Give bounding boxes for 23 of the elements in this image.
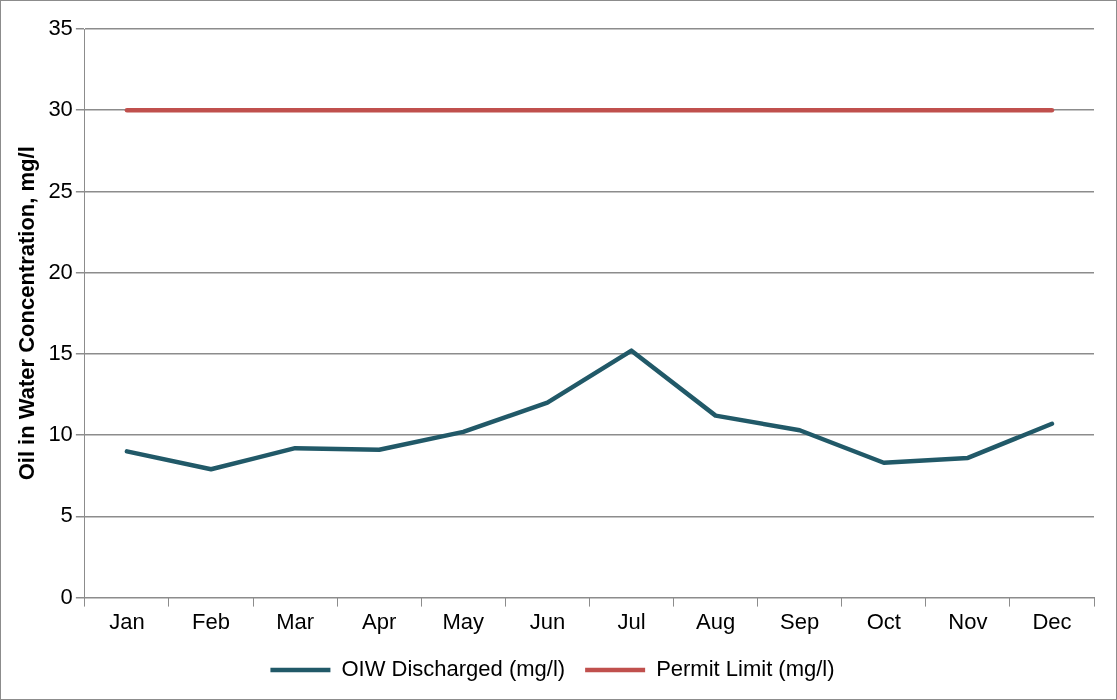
x-tick-label: Aug xyxy=(696,608,736,634)
x-tick-label: Jan xyxy=(109,608,145,634)
y-axis-title: Oil in Water Concentration, mg/l xyxy=(14,146,40,481)
x-tick-label: Feb xyxy=(192,608,230,634)
y-tick-label: 5 xyxy=(60,502,73,528)
y-tick-label: 35 xyxy=(48,15,73,41)
x-tick-label: Apr xyxy=(362,608,397,634)
y-tick-label: 10 xyxy=(48,421,73,447)
legend-label: Permit Limit (mg/l) xyxy=(656,656,835,682)
legend-label: OIW Discharged (mg/l) xyxy=(341,656,566,682)
x-tick-label: Dec xyxy=(1032,608,1072,634)
y-tick-label: 20 xyxy=(48,258,73,284)
y-tick-label: 30 xyxy=(48,96,73,122)
y-tick-label: 0 xyxy=(60,583,73,609)
x-tick-label: May xyxy=(442,608,485,634)
y-tick-label: 15 xyxy=(48,339,73,365)
x-tick-label: Jul xyxy=(617,608,646,634)
x-tick-label: Nov xyxy=(948,608,988,634)
x-tick-label: Mar xyxy=(276,608,315,634)
x-tick-label: Oct xyxy=(866,608,901,634)
x-tick-label: Sep xyxy=(780,608,820,634)
x-tick-label: Jun xyxy=(529,608,566,634)
y-tick-label: 25 xyxy=(48,177,73,203)
